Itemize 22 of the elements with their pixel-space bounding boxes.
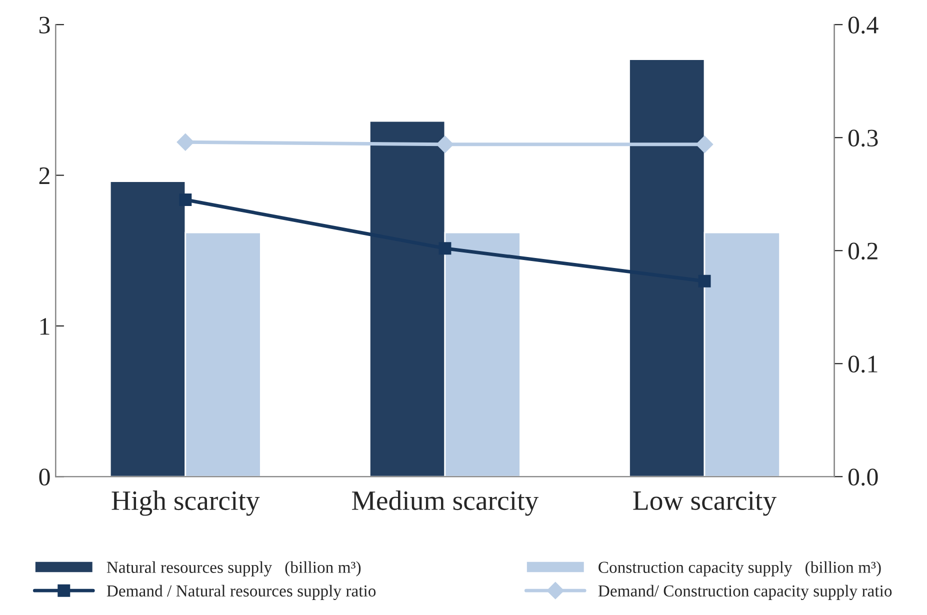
point <box>176 134 194 151</box>
y-tick-label: 0 <box>39 468 50 486</box>
x-tick-label: High scarcity <box>112 490 260 516</box>
y2-tick-label: 0.4 <box>848 16 878 34</box>
y2-tick-label: 0.0 <box>848 468 878 486</box>
y2-tick-label: 0.3 <box>848 130 878 147</box>
point <box>179 194 192 206</box>
point <box>438 242 452 255</box>
y-tick-label: 1 <box>40 318 50 335</box>
x-tick-label: Low scarcity <box>633 491 777 516</box>
legend-label: Construction capacity supply (billion m³) <box>598 561 881 576</box>
y2-tick-label: 0.1 <box>848 356 878 373</box>
y-tick-label: 2 <box>39 167 50 184</box>
legend-label: Demand / Natural resources supply ratio <box>106 584 376 600</box>
legend-label: Natural resources supply (billion m³) <box>106 561 361 576</box>
point <box>436 136 454 153</box>
y2-tick-label: 0.2 <box>848 242 878 260</box>
legend-label: Demand/ Construction capacity supply ratio <box>598 584 892 600</box>
y-tick-label: 3 <box>39 16 50 34</box>
point <box>698 274 711 288</box>
point <box>696 136 714 153</box>
x-tick-label: Medium scarcity <box>352 490 539 516</box>
